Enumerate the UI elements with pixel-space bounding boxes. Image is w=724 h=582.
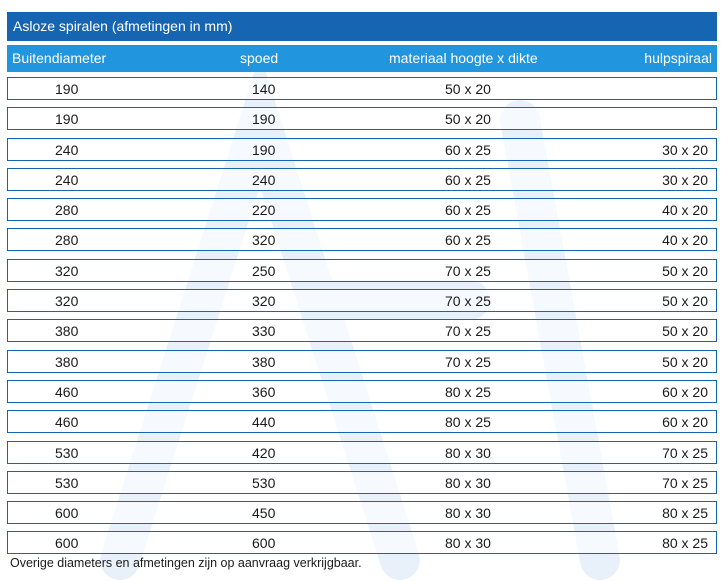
cell-buitendiameter: 600 [55,535,79,552]
cell-materiaal: 70 x 25 [445,353,491,370]
cell-materiaal: 50 x 20 [445,81,491,97]
table-row: 460 360 80 x 25 60 x 20 [7,379,717,403]
table-row: 600 450 80 x 30 80 x 25 [7,501,717,525]
cell-spoed: 420 [252,444,276,461]
table-row: 190 190 50 x 20 [7,107,717,131]
cell-buitendiameter: 320 [55,262,79,279]
cell-materiaal: 80 x 25 [445,414,491,431]
cell-materiaal: 60 x 25 [445,141,491,158]
table-row: 380 380 70 x 25 50 x 20 [7,349,717,373]
cell-buitendiameter: 280 [55,232,79,249]
cell-hulpspiraal: 70 x 25 [662,474,708,491]
header-materiaal: materiaal hoogte x dikte [389,50,538,66]
cell-materiaal: 70 x 25 [445,262,491,279]
cell-spoed: 320 [252,232,276,249]
cell-materiaal: 70 x 25 [445,323,491,340]
cell-hulpspiraal: 60 x 20 [662,414,708,431]
header-spoed: spoed [240,50,279,66]
cell-hulpspiraal: 50 x 20 [662,262,708,279]
table-header-row: Buitendiameter spoed materiaal hoogte x … [7,45,717,72]
table-row: 380 330 70 x 25 50 x 20 [7,319,717,343]
cell-materiaal: 60 x 25 [445,232,491,249]
cell-buitendiameter: 240 [55,171,79,188]
cell-materiaal: 80 x 25 [445,383,491,400]
cell-materiaal: 80 x 30 [445,535,491,552]
cell-spoed: 600 [252,535,276,552]
cell-materiaal: 80 x 30 [445,505,491,522]
table-row: 280 320 60 x 25 40 x 20 [7,228,717,252]
table-row: 190 140 50 x 20 [7,77,717,100]
table-row: 280 220 60 x 25 40 x 20 [7,198,717,222]
footnote: Overige diameters en afmetingen zijn op … [10,556,362,570]
cell-spoed: 190 [252,111,276,128]
header-buitendiameter: Buitendiameter [12,50,107,66]
cell-hulpspiraal: 50 x 20 [662,323,708,340]
cell-spoed: 440 [252,414,276,431]
cell-materiaal: 80 x 30 [445,474,491,491]
table-body: 190 140 50 x 20 190 190 50 x 20 240 190 60 x 25 3… [7,77,717,555]
cell-buitendiameter: 460 [55,414,79,431]
cell-buitendiameter: 240 [55,141,79,158]
table-row: 240 190 60 x 25 30 x 20 [7,137,717,161]
cell-spoed: 530 [252,474,276,491]
cell-buitendiameter: 600 [55,505,79,522]
cell-hulpspiraal: 50 x 20 [662,293,708,310]
table-row: 600 600 80 x 30 80 x 25 [7,531,717,555]
cell-materiaal: 60 x 25 [445,171,491,188]
cell-spoed: 220 [252,202,276,219]
table-row: 530 530 80 x 30 70 x 25 [7,470,717,494]
cell-hulpspiraal: 80 x 25 [662,535,708,552]
cell-spoed: 250 [252,262,276,279]
table-row: 320 250 70 x 25 50 x 20 [7,258,717,282]
cell-spoed: 380 [252,353,276,370]
cell-buitendiameter: 320 [55,293,79,310]
cell-buitendiameter: 460 [55,383,79,400]
cell-hulpspiraal: 70 x 25 [662,444,708,461]
cell-buitendiameter: 190 [55,111,79,128]
cell-spoed: 190 [252,141,276,158]
cell-buitendiameter: 190 [55,81,79,97]
cell-hulpspiraal: 40 x 20 [662,232,708,249]
spirals-table: Asloze spiralen (afmetingen in mm) Buite… [7,12,717,562]
cell-spoed: 320 [252,293,276,310]
cell-materiaal: 60 x 25 [445,202,491,219]
cell-hulpspiraal: 80 x 25 [662,505,708,522]
cell-buitendiameter: 380 [55,323,79,340]
cell-materiaal: 80 x 30 [445,444,491,461]
cell-hulpspiraal: 30 x 20 [662,141,708,158]
table-row: 530 420 80 x 30 70 x 25 [7,440,717,464]
cell-materiaal: 70 x 25 [445,293,491,310]
cell-spoed: 330 [252,323,276,340]
cell-spoed: 240 [252,171,276,188]
cell-hulpspiraal: 60 x 20 [662,383,708,400]
cell-spoed: 360 [252,383,276,400]
cell-buitendiameter: 530 [55,474,79,491]
table-title: Asloze spiralen (afmetingen in mm) [7,12,717,41]
header-hulpspiraal: hulpspiraal [644,50,712,66]
cell-buitendiameter: 530 [55,444,79,461]
cell-buitendiameter: 280 [55,202,79,219]
table-row: 320 320 70 x 25 50 x 20 [7,289,717,313]
cell-hulpspiraal: 50 x 20 [662,353,708,370]
cell-buitendiameter: 380 [55,353,79,370]
cell-materiaal: 50 x 20 [445,111,491,128]
table-row: 460 440 80 x 25 60 x 20 [7,410,717,434]
cell-spoed: 140 [252,81,276,97]
cell-hulpspiraal: 40 x 20 [662,202,708,219]
table-row: 240 240 60 x 25 30 x 20 [7,167,717,191]
cell-hulpspiraal: 30 x 20 [662,171,708,188]
cell-spoed: 450 [252,505,276,522]
